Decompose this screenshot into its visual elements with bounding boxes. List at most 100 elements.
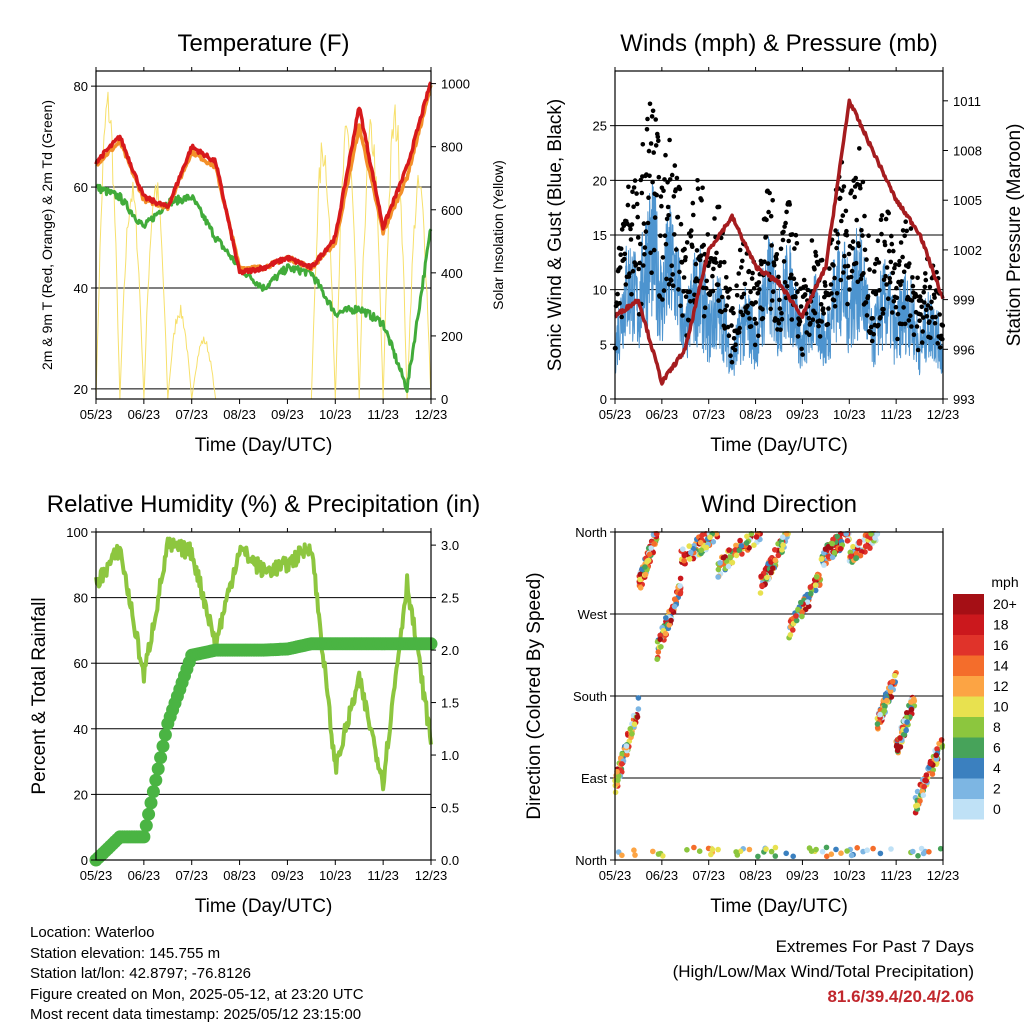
gust-point: [621, 223, 627, 228]
gust-point: [778, 327, 783, 333]
temperature-y2-tick-label: 200: [441, 329, 463, 344]
gust-point: [884, 265, 890, 270]
gust-point: [724, 275, 729, 280]
direction-point: [637, 576, 643, 583]
gust-point: [660, 297, 665, 302]
winds-y2-tick-label: 1002: [953, 243, 982, 258]
direction-point: [660, 853, 666, 859]
direction-point: [884, 697, 890, 704]
gust-point: [911, 332, 917, 338]
gust-point: [840, 188, 845, 193]
direction-point: [861, 537, 867, 543]
gust-point: [782, 280, 788, 285]
gust-point: [855, 279, 861, 285]
direction-point: [615, 777, 621, 783]
humidity-y2-tick-label: 3.0: [441, 538, 459, 553]
direction-point: [904, 710, 910, 716]
gust-point: [659, 203, 664, 209]
direction-point: [703, 544, 710, 551]
gust-point: [716, 204, 722, 210]
direction-point: [619, 852, 625, 859]
precip-point: [142, 807, 156, 821]
gust-point: [745, 310, 751, 316]
gust-points: [612, 101, 946, 365]
gust-point: [922, 284, 928, 290]
gust-point: [841, 270, 846, 275]
gust-point: [633, 262, 639, 267]
gust-point: [673, 187, 679, 192]
gust-point: [646, 148, 652, 154]
gust-point: [845, 263, 851, 269]
gust-point: [923, 271, 928, 276]
direction-frame: [614, 531, 944, 861]
humidity-y-tick-label: 60: [74, 656, 88, 671]
direction-point: [937, 845, 944, 852]
gust-point: [915, 347, 921, 353]
gust-point: [618, 246, 624, 251]
gust-point: [786, 238, 791, 244]
direction-point: [736, 547, 743, 553]
direction-point: [727, 554, 734, 560]
gust-point: [883, 216, 889, 222]
gust-point: [817, 334, 823, 339]
gust-point: [675, 214, 681, 220]
direction-point: [813, 846, 819, 853]
direction-point: [743, 540, 750, 546]
gust-point: [622, 256, 627, 262]
direction-point: [818, 556, 825, 562]
temperature-x-tick-label: 06/23: [128, 407, 161, 422]
gust-point: [734, 283, 739, 289]
gust-point: [760, 307, 765, 312]
gust-point: [927, 284, 933, 290]
gust-point: [733, 342, 738, 348]
winds-x-tick-label: 08/23: [739, 407, 772, 422]
gust-point: [757, 287, 762, 292]
gust-point: [752, 342, 758, 348]
direction-point: [715, 574, 721, 580]
direction-y-tick-label: West: [578, 607, 608, 622]
humidity-x-tick-label: 05/23: [80, 868, 113, 883]
direction-point: [793, 613, 799, 619]
gust-point: [878, 315, 883, 320]
gust-point: [618, 252, 623, 257]
direction-point: [637, 585, 644, 591]
gust-point: [640, 142, 646, 147]
direction-x-tick-label: 08/23: [739, 868, 772, 883]
gust-point: [635, 214, 640, 220]
direction-point: [844, 538, 851, 544]
gust-point: [672, 163, 678, 168]
direction-x-tick-label: 10/23: [833, 868, 866, 883]
gust-point: [737, 325, 742, 331]
legend-swatch: [953, 594, 984, 615]
winds-x-tick-label: 10/23: [833, 407, 866, 422]
direction-point: [770, 565, 776, 571]
gust-point: [622, 251, 628, 257]
gust-point: [881, 306, 886, 312]
gust-point: [667, 137, 672, 143]
gust-point: [777, 297, 782, 303]
legend-swatch: [953, 799, 984, 820]
direction-point: [662, 630, 669, 637]
gust-point: [718, 260, 723, 265]
direction-point: [634, 714, 641, 720]
gust-point: [704, 278, 709, 284]
gust-point: [752, 316, 757, 322]
t2m-line: [94, 81, 433, 276]
gust-point: [831, 298, 837, 303]
gust-point: [883, 273, 888, 279]
gust-point: [703, 285, 709, 291]
temperature-x-tick-label: 12/23: [415, 407, 448, 422]
gust-point: [891, 299, 897, 304]
gust-point: [820, 306, 826, 311]
gust-point: [768, 306, 773, 312]
legend-swatch: [953, 758, 984, 779]
gust-point: [794, 241, 800, 246]
gust-point: [839, 218, 844, 224]
gust-point: [832, 275, 837, 281]
gust-point: [929, 299, 934, 305]
gust-point: [889, 241, 895, 247]
gust-point: [629, 292, 634, 297]
direction-point: [651, 541, 657, 547]
gust-point: [666, 282, 672, 287]
direction-point: [768, 569, 774, 576]
